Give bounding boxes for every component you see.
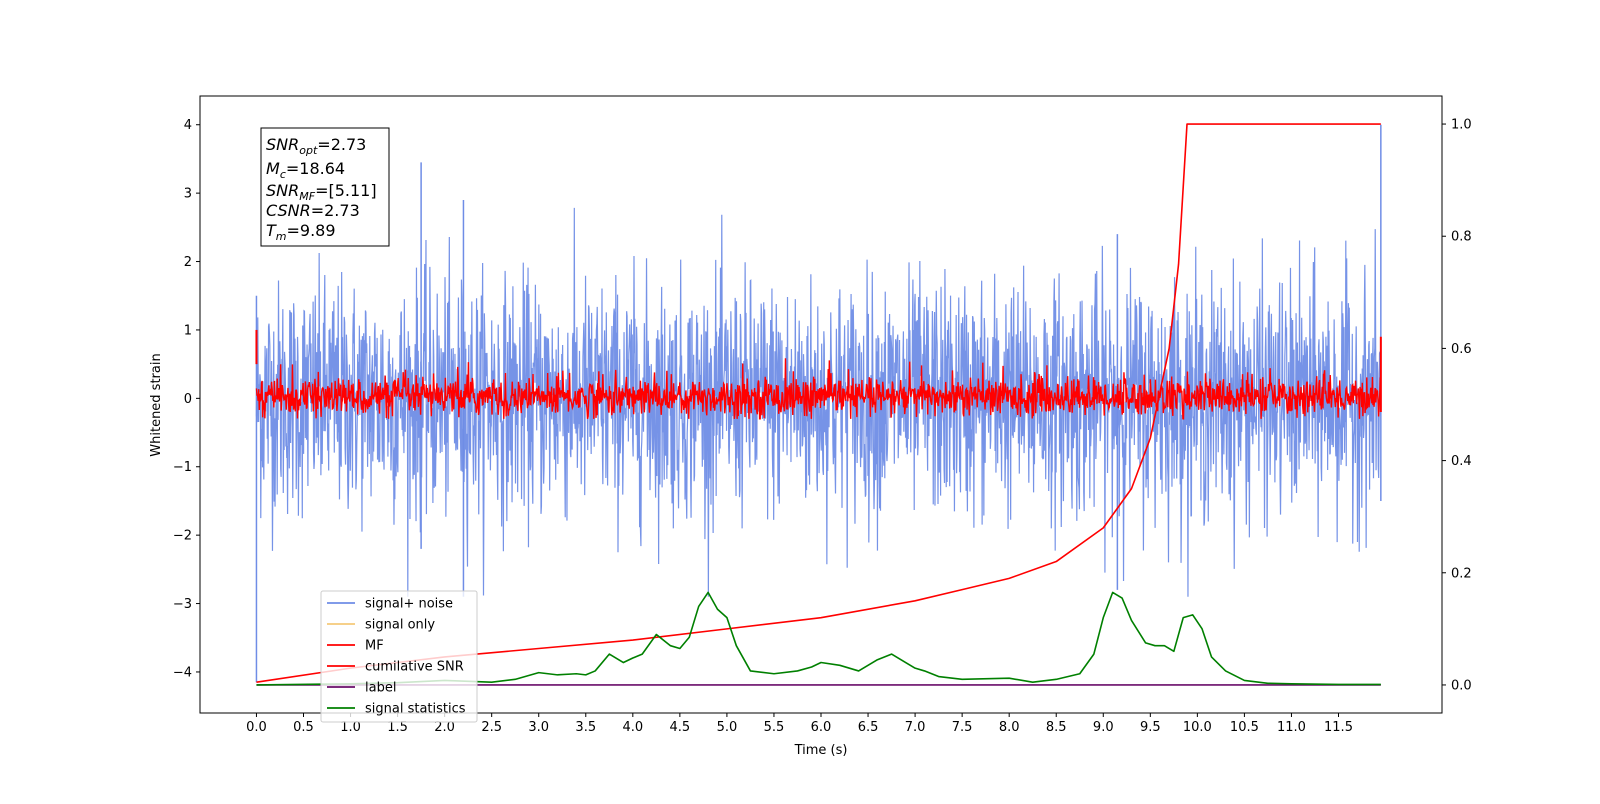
series-signal-statistics [256,591,1381,686]
x-tick-label: 2.5 [481,720,502,735]
series-signal-noise [255,207,1382,597]
x-tick-label: 8.0 [999,720,1020,735]
x-tick-label: 9.5 [1140,720,1161,735]
x-tick-label: 10.5 [1230,720,1259,735]
x-tick-label: 4.5 [670,720,691,735]
legend-label: signal+ noise [365,597,453,612]
info-snr-opt-value: =2.73 [317,135,366,154]
info-snr-mf: SNRMF=[5.11] [266,181,377,203]
info-snr-opt-sub: opt [299,144,318,157]
info-snr-opt: SNRopt=2.73 [266,135,366,157]
info-box-frame [260,127,390,247]
x-tick-label: 11.0 [1277,720,1306,735]
y-axis-label: Whitened strain [149,353,164,456]
legend-frame [320,590,478,723]
y-left-tick-label: −4 [173,665,192,680]
info-tm-base: T [266,221,277,240]
y-axis-left-ticks: 4 3 2 1 0 −1 −2 −3 −4 [173,118,200,680]
info-snr-mf-base: SNR [266,181,299,200]
y-left-tick-label: 3 [184,187,192,202]
y-right-tick-label: 0.2 [1451,566,1472,581]
info-mc-base: M [266,159,280,178]
x-tick-label: 10.0 [1183,720,1212,735]
x-tick-label: 3.5 [575,720,596,735]
y-right-tick-label: 0.8 [1451,230,1472,245]
y-right-tick-label: 0.4 [1451,454,1472,469]
y-left-tick-label: 1 [184,323,192,338]
x-tick-label: 0.0 [246,720,267,735]
info-csnr-base: CSNR [266,201,311,220]
x-tick-label: 5.5 [764,720,785,735]
x-tick-label: 7.0 [905,720,926,735]
info-mc: Mc=18.64 [266,159,345,181]
series-cumilative-snr [256,123,1381,683]
info-snr-opt-base: SNR [266,135,299,154]
info-csnr-value: =2.73 [311,201,360,220]
y-left-tick-label: 2 [184,255,192,270]
x-axis-ticks: 0.0 0.5 1.0 1.5 2.0 2.5 3.0 3.5 4.0 4.5 5.0 5.5 6.0 6… [246,713,1353,735]
y-left-tick-label: −3 [173,597,192,612]
info-csnr: CSNR=2.73 [266,201,360,220]
x-tick-label: 5.0 [717,720,738,735]
info-snr-mf-value: =[5.11] [315,181,377,200]
legend-label: signal statistics [365,702,466,717]
series-mf [255,358,1382,420]
plot-series-layer [255,123,1382,686]
x-tick-label: 9.0 [1093,720,1114,735]
y-left-tick-label: −1 [173,460,192,475]
info-mc-sub: c [280,168,286,181]
y-axis-right-ticks: 1.0 0.8 0.6 0.4 0.2 0.0 [1442,118,1472,693]
info-tm-value: =9.89 [287,221,336,240]
x-tick-label: 8.5 [1046,720,1067,735]
x-tick-label: 7.5 [952,720,973,735]
x-tick-label: 1.5 [387,720,408,735]
info-tm-sub: m [276,230,287,243]
y-left-tick-label: −2 [173,529,192,544]
legend-label: signal only [365,618,435,633]
y-right-tick-label: 0.6 [1451,342,1472,357]
legend-label: label [365,681,396,696]
x-tick-label: 4.0 [622,720,643,735]
info-snr-mf-sub: MF [299,190,315,203]
x-tick-label: 6.0 [811,720,832,735]
x-tick-label: 11.5 [1324,720,1353,735]
y-left-tick-label: 0 [184,392,192,407]
legend: signal+ noise signal only MF cumilative SNR… [320,590,478,723]
y-left-tick-label: 4 [184,118,192,133]
legend-label: cumilative SNR [365,660,464,675]
x-tick-label: 6.5 [858,720,879,735]
info-box: SNRopt=2.73 Mc=18.64 SNRMF=[5.11] CSNR=2… [260,127,390,247]
x-tick-label: 0.5 [293,720,314,735]
info-mc-value: =18.64 [286,159,345,178]
x-tick-label: 3.0 [528,720,549,735]
x-axis-label: Time (s) [794,743,848,758]
y-right-tick-label: 0.0 [1451,678,1472,693]
x-tick-label: 1.0 [340,720,361,735]
y-right-tick-label: 1.0 [1451,118,1472,133]
info-tm: Tm=9.89 [266,221,336,243]
x-tick-label: 2.0 [434,720,455,735]
legend-label: MF [365,639,384,654]
